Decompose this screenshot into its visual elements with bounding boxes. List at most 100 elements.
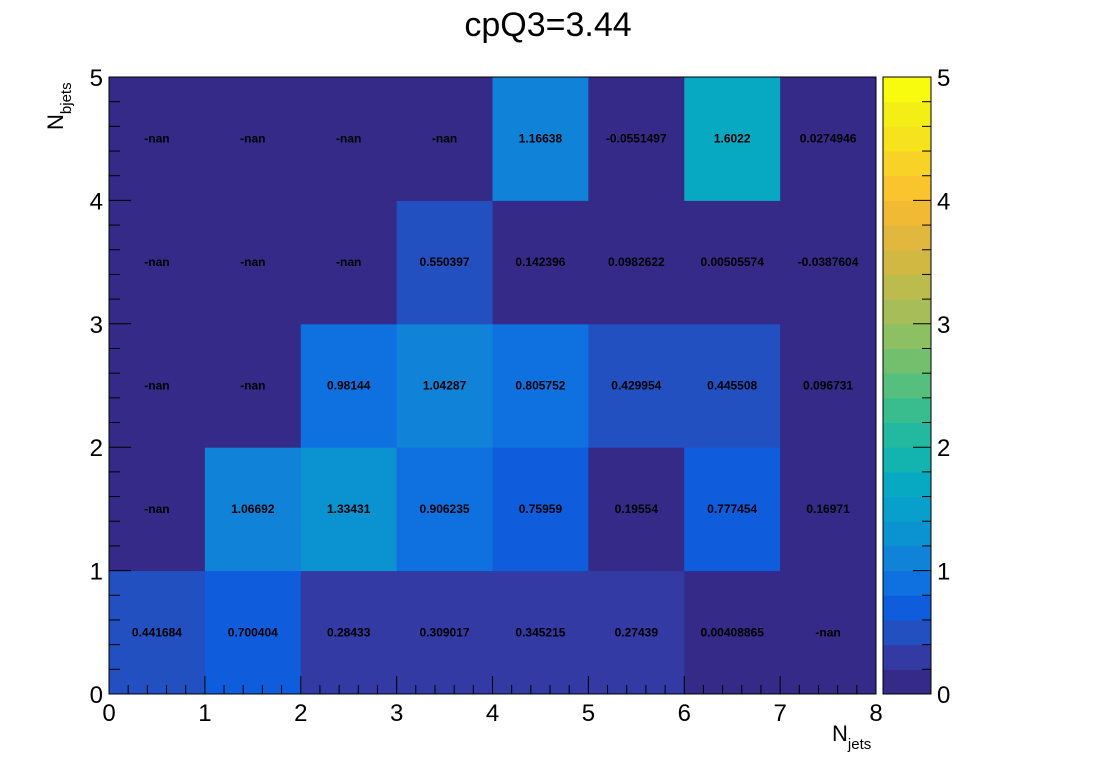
x-tick-label: 4 [486, 700, 499, 727]
cell-value-label: -nan [144, 132, 169, 146]
heatmap-cell [492, 570, 589, 695]
y-tick-label: 4 [90, 188, 103, 215]
cell-value-label: 0.309017 [420, 625, 470, 639]
y-tick-label: 5 [90, 65, 103, 92]
cell-value-label: -nan [336, 255, 361, 269]
heatmap-cell [300, 570, 398, 695]
heatmap-cell [684, 323, 781, 448]
color-scale-tick-label: 1 [937, 559, 950, 586]
color-scale-segment [883, 151, 931, 177]
x-tick-label: 5 [582, 700, 595, 727]
color-scale-segment [883, 447, 931, 473]
color-scale-segment [883, 397, 931, 424]
cell-value-label: 0.550397 [420, 255, 470, 269]
cell-value-label: 1.6022 [714, 132, 751, 146]
y-tick-label: 2 [90, 435, 103, 462]
cell-value-label: 0.429954 [611, 379, 661, 393]
cell-value-label: 0.906235 [420, 502, 470, 516]
heatmap-cell [780, 323, 877, 448]
x-tick-label: 0 [102, 700, 115, 727]
x-axis-label: Njets [832, 721, 871, 753]
color-scale-segment [883, 619, 931, 646]
heatmap-cell [588, 323, 685, 448]
color-scale-tick-label: 4 [937, 188, 950, 215]
x-axis-label-main: N [832, 721, 848, 746]
color-scale-segment [883, 669, 931, 695]
color-scale-segment [883, 225, 931, 251]
x-tick-label: 7 [773, 700, 786, 727]
heatmap-cell [396, 200, 493, 325]
cell-value-label: -nan [815, 625, 840, 639]
y-axis: 0 1 2 3 4 5 [90, 65, 131, 709]
heatmap-cell [684, 570, 781, 695]
chart-title: cpQ3=3.44 [464, 6, 631, 44]
cell-value-label: -nan [240, 132, 265, 146]
heatmap-cell [684, 200, 781, 325]
cell-value-label: 0.096731 [803, 379, 853, 393]
heatmap-cell [204, 570, 302, 695]
x-axis: 0 1 2 3 4 5 6 7 8 [102, 676, 883, 727]
cell-value-label: -0.0551497 [606, 132, 667, 146]
heatmap-cell [780, 447, 877, 572]
cell-value-label: 0.75959 [519, 502, 563, 516]
color-scale-segment [883, 175, 931, 201]
color-scale-segment [883, 545, 931, 572]
color-scale-segment [883, 299, 931, 325]
color-scale-segment [883, 348, 931, 374]
color-scale-bar [882, 76, 932, 695]
cell-value-label: -nan [240, 255, 265, 269]
cell-value-label: 0.00408865 [700, 625, 764, 639]
x-axis-label-sub: jets [847, 736, 871, 753]
cell-value-label: 1.16638 [519, 132, 563, 146]
color-scale-segment [883, 373, 931, 399]
x-tick-label: 1 [198, 700, 211, 727]
cell-value-label: -nan [144, 502, 169, 516]
cell-value-label: 0.441684 [132, 625, 182, 639]
heatmap-cell [492, 447, 589, 572]
heatmap-cell [109, 200, 206, 325]
x-tick-label: 2 [294, 700, 307, 727]
cell-value-label: 0.28433 [327, 625, 371, 639]
heatmap-cell [492, 323, 589, 448]
cell-value-label: -nan [432, 132, 457, 146]
color-scale-segment [883, 644, 931, 670]
heatmap-cell [780, 200, 877, 325]
heatmap-cell [588, 200, 685, 325]
heatmap-cell [492, 77, 589, 201]
color-scale-segment [883, 496, 931, 522]
color-scale-axis: 0 1 2 3 4 5 [913, 65, 950, 709]
heatmap-cell [109, 77, 206, 201]
y-axis-label-main: N [43, 114, 68, 130]
cell-value-label: 1.33431 [327, 502, 371, 516]
y-tick-label: 3 [90, 312, 103, 339]
color-scale-segment [883, 77, 931, 103]
heatmap-cell [396, 570, 493, 695]
y-axis-label-sub: bjets [58, 82, 75, 114]
color-scale-segment [883, 200, 931, 226]
heatmap-cell [109, 570, 206, 695]
cell-value-label: 0.16971 [806, 502, 850, 516]
heatmap-cell [204, 323, 302, 448]
heatmap-cell [780, 570, 877, 695]
cell-value-label: 0.777454 [707, 502, 757, 516]
cell-value-label: -nan [240, 379, 265, 393]
color-scale-tick-label: 0 [937, 682, 950, 709]
x-tick-label: 3 [390, 700, 403, 727]
color-scale-segment [883, 101, 931, 127]
color-scale-segment [883, 471, 931, 498]
color-scale-tick-label: 5 [937, 65, 950, 92]
heatmap-cell [588, 570, 685, 695]
cell-value-label: 1.06692 [231, 502, 275, 516]
y-axis-label: Nbjets [43, 82, 75, 130]
heatmap-cell [588, 447, 685, 572]
cell-value-label: -nan [144, 379, 169, 393]
cell-value-label: 0.805752 [515, 379, 565, 393]
cell-value-label: 0.27439 [615, 625, 659, 639]
cell-value-label: 0.00505574 [700, 255, 764, 269]
heatmap-cell [396, 77, 493, 201]
x-tick-label: 6 [678, 700, 691, 727]
color-scale-segment [883, 323, 931, 349]
heatmap-cell [396, 323, 493, 448]
color-scale-tick-label: 3 [937, 312, 950, 339]
cell-value-label: -nan [144, 255, 169, 269]
